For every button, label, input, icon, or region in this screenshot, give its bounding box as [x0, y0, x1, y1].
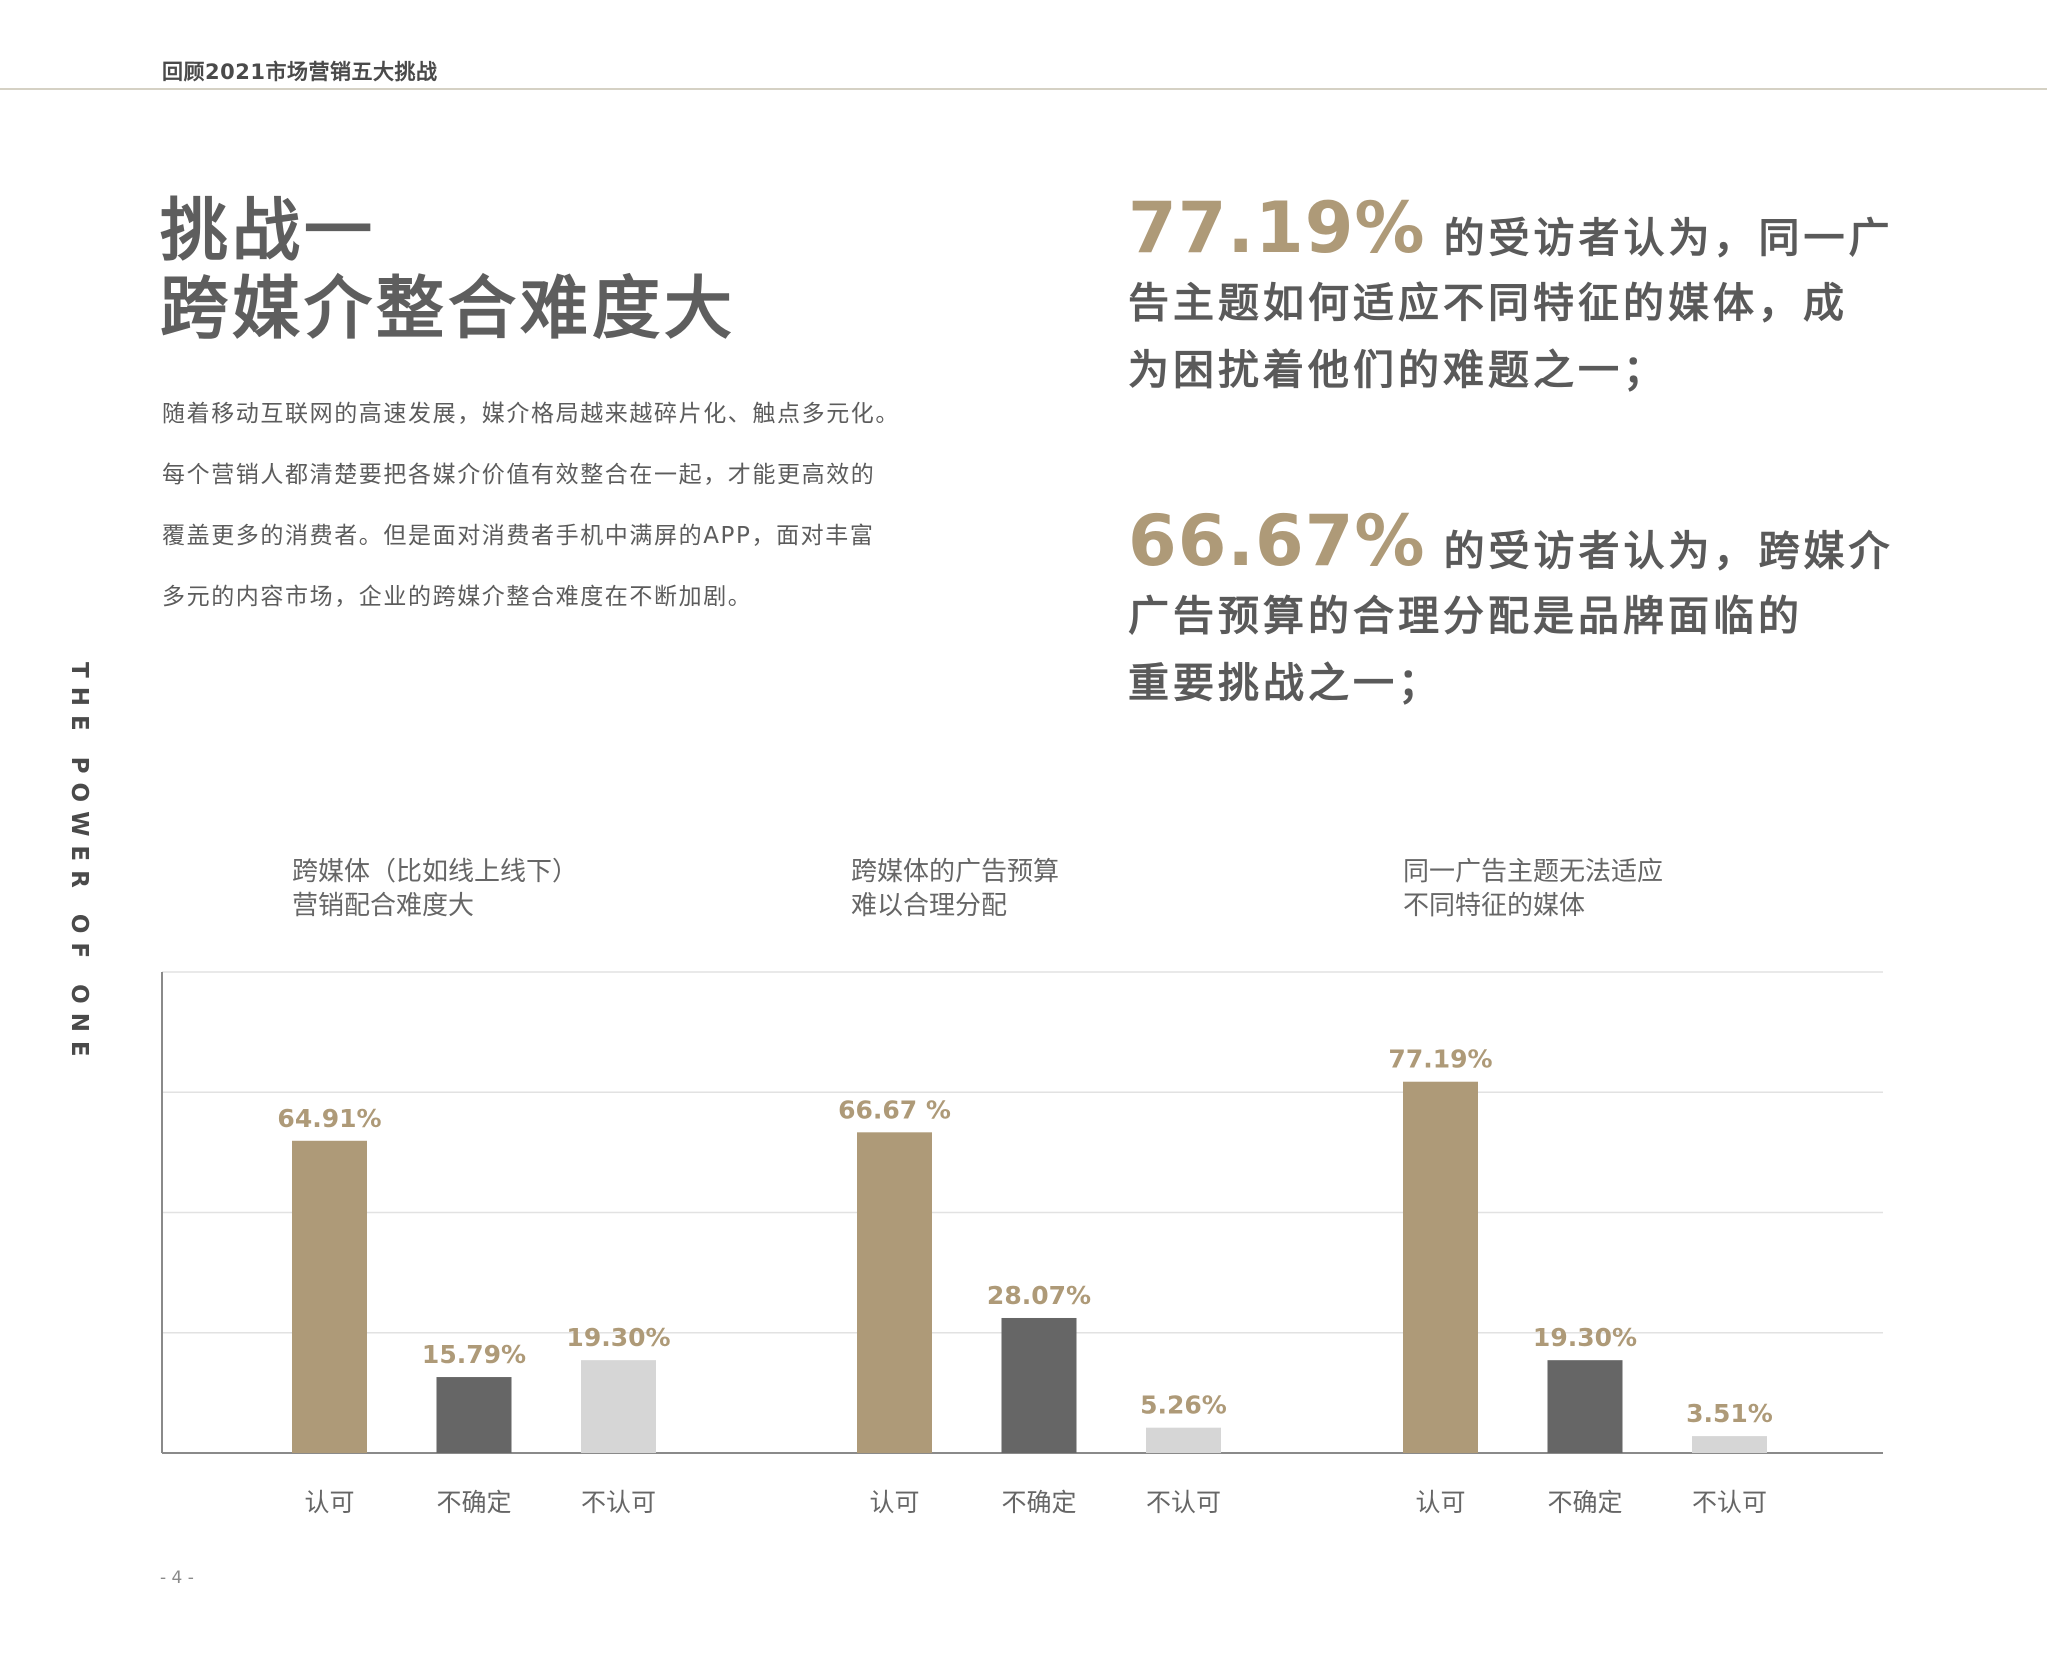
chart-group-title-line: 跨媒体（比如线上线下） [292, 857, 579, 887]
stat-2-line1: 66.67% 的受访者认为，跨媒介 [1128, 506, 1894, 576]
chart-bar [436, 1377, 512, 1453]
stat-1-line3: 为困扰着他们的难题之一； [1128, 346, 1668, 394]
chart-group-title-1: 跨媒体（比如线上线下） 营销配合难度大 [292, 855, 578, 923]
stat-1-line2: 告主题如何适应不同特征的媒体，成 [1128, 279, 1848, 327]
chart-data-label: 19.30% [566, 1323, 670, 1352]
chart-category-label: 不确定 [1547, 1488, 1622, 1517]
stat-2-number: 66.67% [1128, 500, 1426, 582]
chart-category-label: 认可 [1415, 1488, 1465, 1517]
chart-group-title-line: 同一广告主题无法适应 [1403, 857, 1664, 887]
chart-category-label: 认可 [869, 1488, 919, 1517]
body-text-line: 随着移动互联网的高速发展，媒介格局越来越碎片化、触点多元化。 [162, 401, 900, 427]
page-title-line2: 跨媒介整合难度大 [160, 270, 737, 349]
chart-data-label: 64.91% [277, 1104, 381, 1133]
chart-bar [857, 1132, 932, 1453]
chart-category-label: 不认可 [581, 1488, 656, 1517]
stat-2-line3: 重要挑战之一； [1128, 659, 1443, 707]
chart-category-label: 不认可 [1146, 1488, 1221, 1517]
chart-group-title-2: 跨媒体的广告预算 难以合理分配 [851, 855, 1059, 923]
chart-category-label: 不确定 [436, 1488, 511, 1517]
chart-data-label: 19.30% [1533, 1323, 1637, 1352]
chart-group-title-line: 难以合理分配 [851, 891, 1008, 921]
chart-category-label: 不确定 [1001, 1488, 1076, 1517]
stat-2-line2: 广告预算的合理分配是品牌面临的 [1128, 592, 1803, 640]
chart-bar [292, 1140, 367, 1453]
chart-data-label: 5.26% [1140, 1391, 1227, 1420]
chart-group-title-line: 不同特征的媒体 [1403, 891, 1586, 921]
body-text-line: 每个营销人都清楚要把各媒介价值有效整合在一起，才能更高效的 [162, 462, 876, 488]
page-title-line1: 挑战一 [160, 192, 377, 271]
chart-data-label: 15.79% [422, 1340, 526, 1369]
stat-1-text: 的受访者认为，同一广 [1443, 214, 1894, 262]
chart-category-label: 认可 [304, 1488, 354, 1517]
stat-1-line1: 77.19% 的受访者认为，同一广 [1128, 193, 1894, 263]
header-divider [0, 88, 2047, 90]
chart-data-label: 77.19% [1388, 1045, 1492, 1074]
chart-category-label: 不认可 [1692, 1488, 1767, 1517]
chart-bar [1692, 1436, 1767, 1453]
stat-1-number: 77.19% [1128, 187, 1426, 269]
chart-bar [1001, 1317, 1077, 1453]
chart-data-label: 28.07% [987, 1281, 1091, 1310]
body-text-line: 多元的内容市场，企业的跨媒介整合难度在不断加剧。 [162, 584, 753, 610]
chart-bar [1403, 1081, 1478, 1453]
chart-data-label: 3.51% [1686, 1399, 1773, 1428]
header-title: 回顾2021市场营销五大挑战 [162, 60, 438, 84]
page-number: - 4 - [160, 1568, 194, 1588]
chart-group-title-line: 跨媒体的广告预算 [851, 857, 1060, 887]
side-vertical-text: THE POWER OF ONE [66, 662, 92, 1066]
chart-bar [581, 1360, 656, 1453]
chart-group-title-3: 同一广告主题无法适应 不同特征的媒体 [1403, 855, 1663, 923]
chart-data-label: 66.67 % [838, 1095, 951, 1124]
body-text-line: 覆盖更多的消费者。但是面对消费者手机中满屏的APP，面对丰富 [162, 523, 875, 549]
chart-group-title-line: 营销配合难度大 [292, 891, 475, 921]
chart-bar [1547, 1360, 1623, 1453]
chart-bar [1146, 1427, 1221, 1453]
stat-2-text: 的受访者认为，跨媒介 [1443, 527, 1894, 575]
